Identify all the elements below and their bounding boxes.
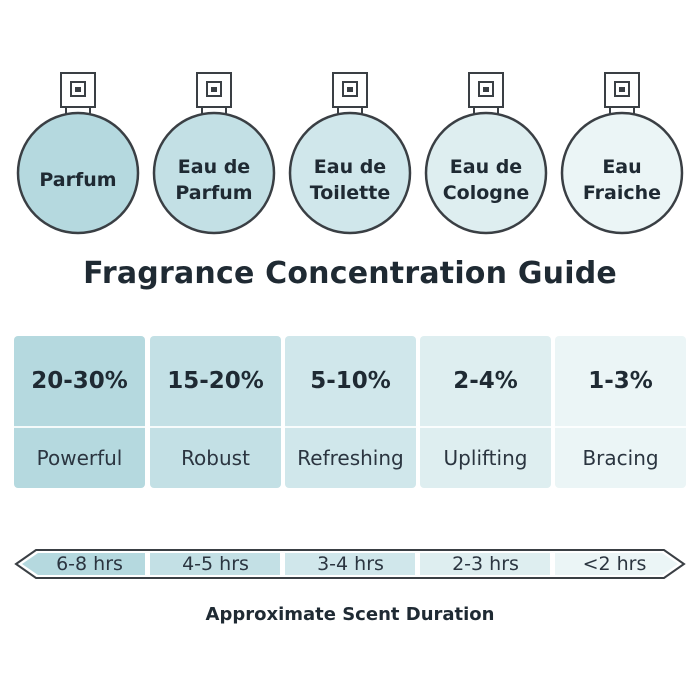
- bottle-label: Eau Fraiche: [558, 146, 686, 214]
- bottle-label-line: Parfum: [175, 182, 253, 204]
- guide-title: Fragrance Concentration Guide: [83, 256, 617, 291]
- concentration-descriptor: Powerful: [36, 446, 123, 470]
- duration-label: 6-8 hrs: [56, 553, 123, 575]
- bottle-label-line: Toilette: [309, 182, 391, 204]
- double-arrow-icon: [14, 549, 686, 579]
- bottle-eau-fraiche: Eau Fraiche: [558, 60, 686, 240]
- bottle-eau-de-cologne: Eau de Cologne: [422, 60, 550, 240]
- bottle-label: Parfum: [14, 146, 142, 214]
- duration-label: <2 hrs: [582, 553, 647, 575]
- concentration-percent: 2-4%: [453, 368, 518, 394]
- cell-divider: [555, 426, 686, 428]
- perfume-bottle-icon: [288, 72, 412, 235]
- concentration-cell: 15-20% Robust: [150, 336, 281, 488]
- concentration-table: 20-30% Powerful 15-20% Robust 5-10% Refr…: [14, 336, 686, 488]
- bottle-label-line: Parfum: [39, 169, 117, 191]
- cell-divider: [285, 426, 416, 428]
- duration-caption: Approximate Scent Duration: [205, 604, 495, 625]
- concentration-descriptor: Robust: [181, 446, 250, 470]
- concentration-percent: 15-20%: [167, 368, 264, 394]
- concentration-descriptor: Refreshing: [297, 446, 404, 470]
- cell-divider: [150, 426, 281, 428]
- concentration-cell: 2-4% Uplifting: [420, 336, 551, 488]
- perfume-bottle-icon: [16, 72, 140, 235]
- bottle-label-line: Eau de: [313, 156, 387, 178]
- bottle-row: Parfum Eau de Parfum Eau: [0, 60, 700, 240]
- concentration-cell: 20-30% Powerful: [14, 336, 145, 488]
- duration-label: 3-4 hrs: [317, 553, 384, 575]
- bottle-label-line: Eau de: [449, 156, 523, 178]
- duration-label: 4-5 hrs: [182, 553, 249, 575]
- concentration-descriptor: Uplifting: [443, 446, 528, 470]
- perfume-bottle-icon: [560, 72, 684, 235]
- bottle-eau-de-parfum: Eau de Parfum: [150, 60, 278, 240]
- concentration-cell: 1-3% Bracing: [555, 336, 686, 488]
- bottle-label: Eau de Parfum: [150, 146, 278, 214]
- bottle-label-line: Eau de: [177, 156, 251, 178]
- duration-timeline: 6-8 hrs 4-5 hrs 3-4 hrs 2-3 hrs <2 hrs: [14, 544, 686, 584]
- bottle-parfum: Parfum: [14, 60, 142, 240]
- perfume-bottle-icon: [424, 72, 548, 235]
- bottle-label-line: Eau: [602, 156, 642, 178]
- concentration-descriptor: Bracing: [582, 446, 659, 470]
- perfume-bottle-icon: [152, 72, 276, 235]
- concentration-cell: 5-10% Refreshing: [285, 336, 416, 488]
- bottle-label-line: Cologne: [442, 182, 530, 204]
- duration-label: 2-3 hrs: [452, 553, 519, 575]
- concentration-percent: 1-3%: [588, 368, 653, 394]
- cell-divider: [420, 426, 551, 428]
- bottle-label-line: Fraiche: [582, 182, 662, 204]
- bottle-label: Eau de Cologne: [422, 146, 550, 214]
- cell-divider: [14, 426, 145, 428]
- concentration-percent: 5-10%: [310, 368, 391, 394]
- bottle-label: Eau de Toilette: [286, 146, 414, 214]
- bottle-eau-de-toilette: Eau de Toilette: [286, 60, 414, 240]
- concentration-percent: 20-30%: [31, 368, 128, 394]
